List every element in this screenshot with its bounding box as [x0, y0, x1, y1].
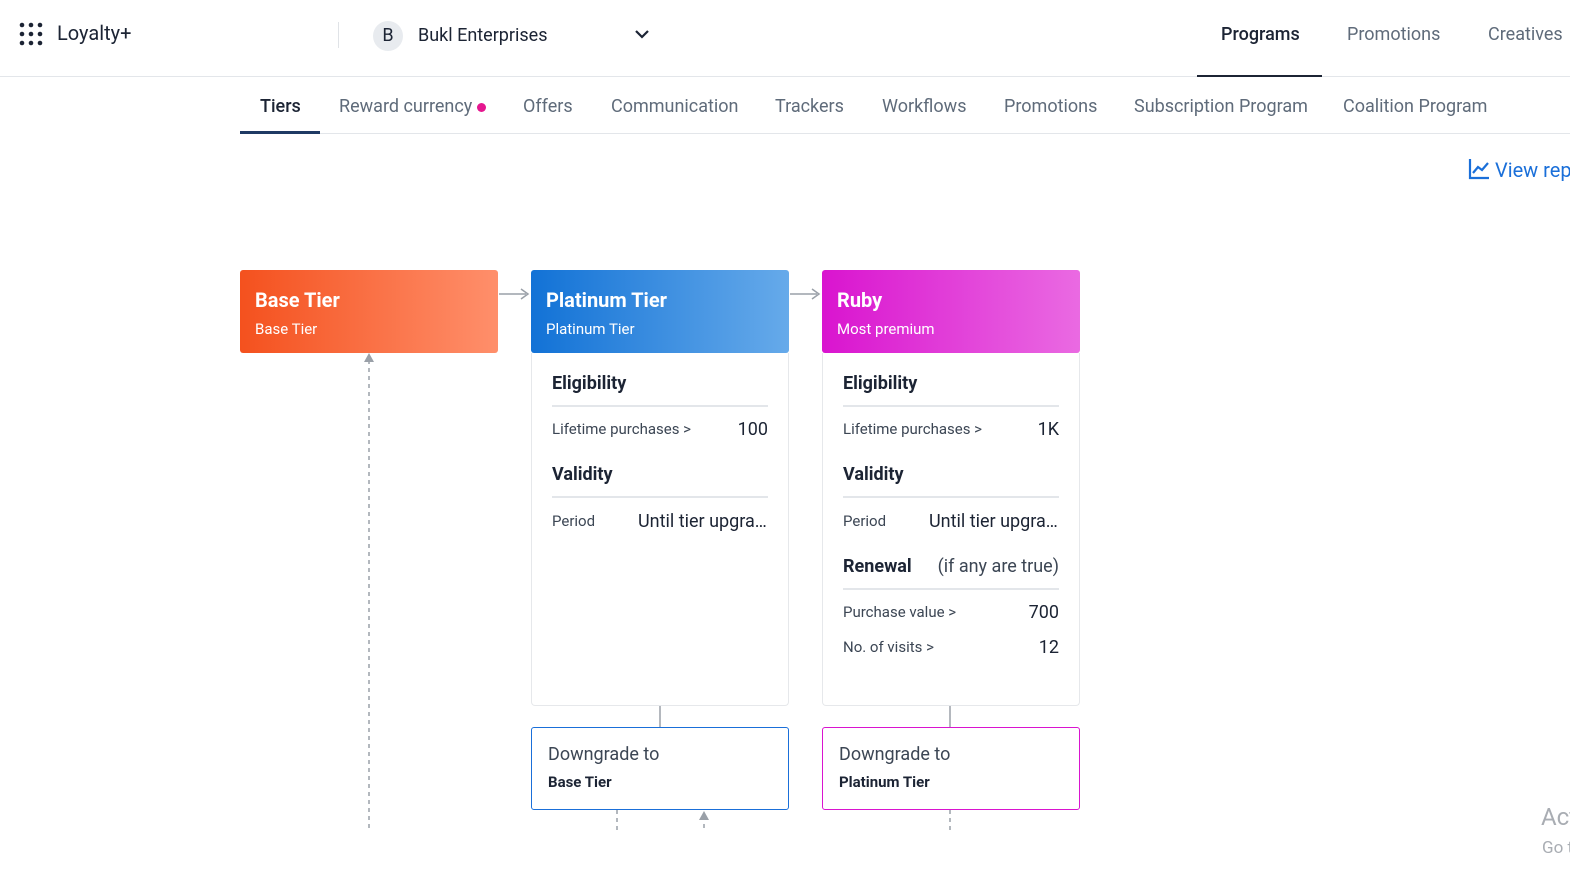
- tab[interactable]: Communication: [611, 96, 739, 117]
- divider: [843, 405, 1059, 407]
- section-heading: Renewal: [843, 556, 912, 577]
- watermark-text: Go to Settings to activate Windows.: [1542, 838, 1570, 858]
- section-heading: Validity: [843, 464, 904, 485]
- tab-bar: Tiers Reward currency Offers Communicati…: [240, 77, 1570, 134]
- tab[interactable]: Tiers: [260, 96, 301, 117]
- tier-description: Platinum Tier: [546, 320, 635, 338]
- tier-name: Base Tier: [255, 288, 340, 312]
- tab[interactable]: Coalition Program: [1343, 96, 1488, 117]
- tier-card[interactable]: Base Tier Base Tier: [240, 270, 498, 353]
- tier-header: Platinum Tier Platinum Tier: [531, 270, 789, 353]
- org-name[interactable]: Bukl Enterprises: [418, 25, 548, 46]
- criteria-label: Purchase value >: [843, 603, 957, 621]
- org-avatar: B: [373, 21, 403, 51]
- notification-dot: [477, 103, 487, 112]
- tier-body: Eligibility Lifetime purchases > 100 Val…: [531, 353, 789, 706]
- divider: [843, 496, 1059, 498]
- divider: [552, 405, 768, 407]
- tab[interactable]: Workflows: [882, 96, 967, 117]
- downgrade-box[interactable]: Downgrade to Platinum Tier: [822, 727, 1080, 810]
- divider: [552, 496, 768, 498]
- apps-icon[interactable]: [19, 22, 43, 46]
- divider: [338, 22, 339, 48]
- tab[interactable]: Subscription Program: [1134, 96, 1308, 117]
- watermark-title: Activate Windows: [1541, 803, 1570, 831]
- downgrade-label: Downgrade to: [548, 744, 660, 765]
- tier-header: Base Tier Base Tier: [240, 270, 498, 353]
- nav-item[interactable]: Programs: [1221, 24, 1300, 45]
- criteria-value: 12: [1038, 637, 1059, 658]
- tab-label: Reward currency: [339, 96, 473, 117]
- tier-card[interactable]: Platinum Tier Platinum Tier Eligibility …: [531, 270, 789, 706]
- tier-description: Base Tier: [255, 320, 318, 338]
- view-report-label: View report: [1494, 158, 1570, 182]
- section-heading: Eligibility: [552, 373, 627, 394]
- nav-indicator: [1197, 75, 1322, 77]
- criteria-label: Lifetime purchases >: [843, 420, 983, 438]
- period-value: Until tier upgrade: [638, 511, 768, 532]
- period-label: Period: [552, 512, 596, 530]
- period-value: Until tier upgrade: [929, 511, 1059, 532]
- section-heading: Validity: [552, 464, 613, 485]
- criteria-value: 1K: [1037, 419, 1059, 440]
- renewal-condition: (if any are true): [937, 556, 1059, 577]
- criteria-value: 700: [1028, 602, 1059, 623]
- top-bar: Loyalty+ B Bukl Enterprises Programs Pro…: [0, 0, 1570, 77]
- section-heading: Eligibility: [843, 373, 918, 394]
- criteria-label: Lifetime purchases >: [552, 420, 692, 438]
- downgrade-label: Downgrade to: [839, 744, 951, 765]
- tab-indicator: [240, 131, 320, 134]
- tier-name: Platinum Tier: [546, 288, 667, 312]
- nav-item[interactable]: Creatives: [1488, 24, 1563, 45]
- divider: [843, 588, 1059, 590]
- tier-header: Ruby Most premium: [822, 270, 1080, 353]
- tab[interactable]: Offers: [523, 96, 573, 117]
- tab[interactable]: Reward currency: [339, 96, 487, 117]
- period-label: Period: [843, 512, 887, 530]
- downgrade-box[interactable]: Downgrade to Base Tier: [531, 727, 789, 810]
- nav-item[interactable]: Promotions: [1347, 24, 1441, 45]
- criteria-value: 100: [737, 419, 768, 440]
- downgrade-target: Platinum Tier: [839, 773, 930, 791]
- criteria-label: No. of visits >: [843, 638, 934, 656]
- org-dropdown[interactable]: [633, 28, 651, 42]
- view-report-link[interactable]: View report: [1468, 158, 1570, 182]
- tier-name: Ruby: [837, 288, 883, 312]
- tier-body: Eligibility Lifetime purchases > 1K Vali…: [822, 353, 1080, 706]
- downgrade-target: Base Tier: [548, 773, 612, 791]
- app-name: Loyalty+: [57, 21, 132, 45]
- chart-icon: [1468, 159, 1489, 180]
- tab[interactable]: Promotions: [1004, 96, 1098, 117]
- tab[interactable]: Trackers: [775, 96, 844, 117]
- tier-card[interactable]: Ruby Most premium Eligibility Lifetime p…: [822, 270, 1080, 706]
- tier-description: Most premium: [837, 320, 935, 338]
